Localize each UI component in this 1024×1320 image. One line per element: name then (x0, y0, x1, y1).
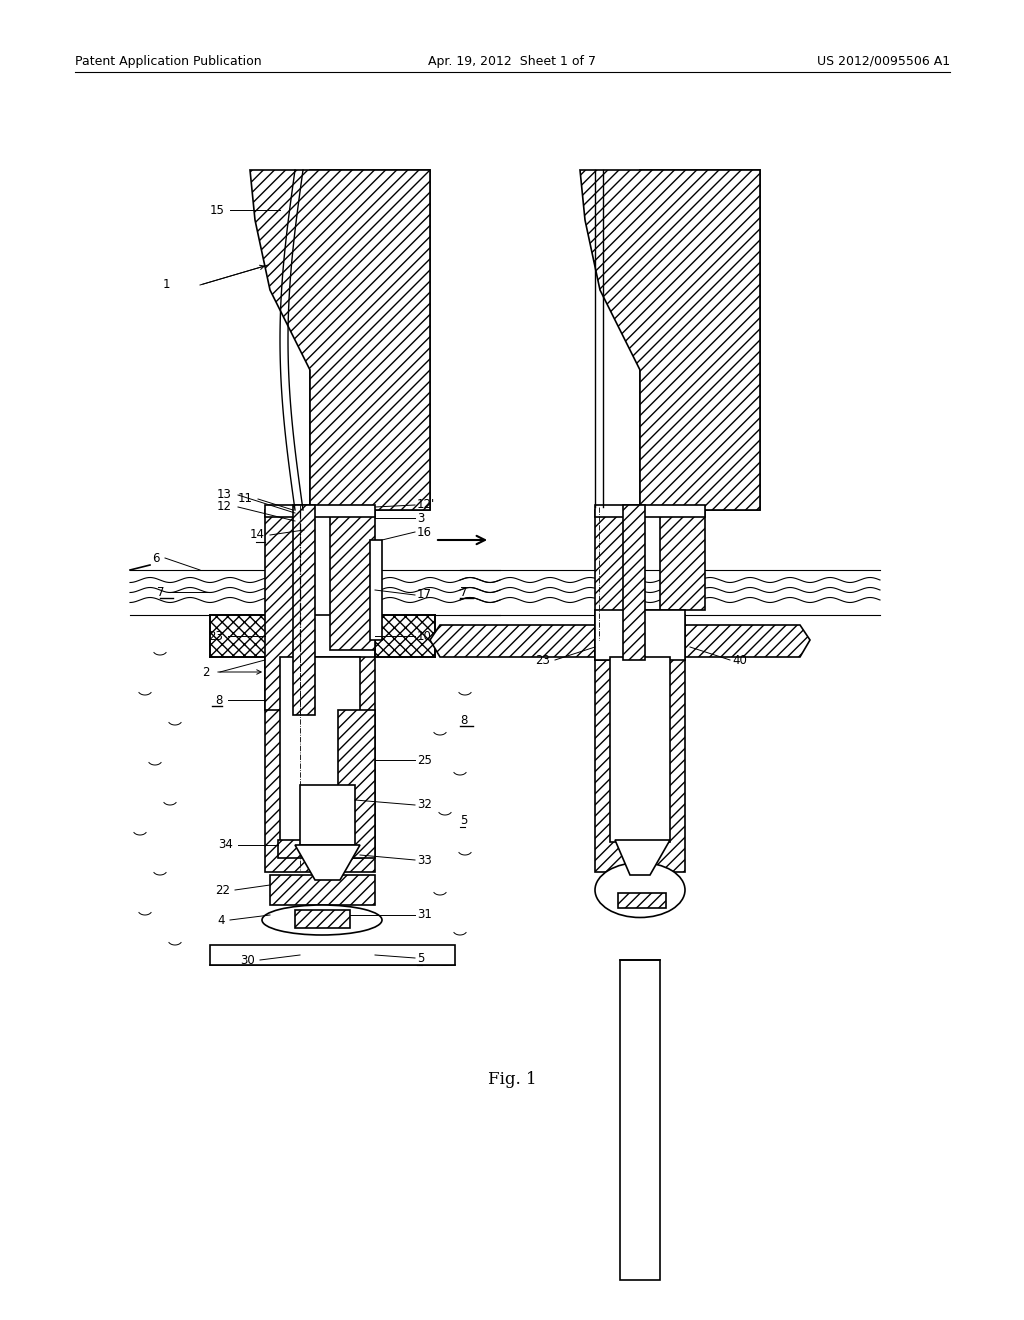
Text: 7: 7 (460, 586, 468, 598)
Polygon shape (635, 615, 810, 657)
Polygon shape (615, 840, 670, 875)
Bar (595, 615, 635, 657)
Bar (610, 657, 670, 842)
Polygon shape (250, 170, 430, 510)
Bar (595, 657, 685, 873)
Text: US 2012/0095506 A1: US 2012/0095506 A1 (817, 55, 950, 69)
Bar (338, 710, 375, 858)
Bar (640, 170, 760, 510)
Text: 5: 5 (417, 952, 424, 965)
Bar (623, 506, 645, 660)
Text: 33: 33 (417, 854, 432, 866)
Text: 22: 22 (215, 883, 230, 896)
Text: Apr. 19, 2012  Sheet 1 of 7: Apr. 19, 2012 Sheet 1 of 7 (428, 55, 596, 69)
Text: 14: 14 (250, 528, 265, 541)
Text: 8: 8 (460, 714, 467, 726)
Text: 13: 13 (217, 488, 232, 502)
Bar (330, 510, 375, 649)
Polygon shape (580, 170, 760, 510)
Text: 17: 17 (417, 589, 432, 602)
Bar (300, 785, 355, 845)
Text: 12: 12 (217, 500, 232, 513)
Bar (265, 510, 307, 710)
Text: 32: 32 (417, 799, 432, 812)
Polygon shape (295, 845, 360, 880)
Bar (595, 506, 705, 517)
Ellipse shape (262, 906, 382, 935)
Text: 7: 7 (158, 586, 165, 598)
Text: 30: 30 (241, 953, 255, 966)
Bar (295, 909, 350, 928)
Bar (618, 894, 666, 908)
Bar (595, 610, 685, 660)
Text: 5: 5 (460, 813, 467, 826)
Ellipse shape (595, 862, 685, 917)
Bar (375, 615, 435, 657)
Text: 4: 4 (217, 913, 225, 927)
Text: 15: 15 (210, 203, 225, 216)
Text: 6: 6 (153, 552, 160, 565)
Text: 31: 31 (417, 908, 432, 921)
Bar (270, 875, 375, 906)
Bar (293, 506, 315, 715)
Bar (660, 510, 705, 610)
Text: 23: 23 (536, 653, 550, 667)
Bar (280, 657, 360, 842)
Text: Patent Application Publication: Patent Application Publication (75, 55, 261, 69)
Bar (265, 657, 375, 873)
Bar (310, 170, 430, 510)
Bar (210, 615, 270, 657)
Text: 3: 3 (417, 511, 424, 524)
Text: 40: 40 (732, 653, 746, 667)
Polygon shape (430, 615, 595, 657)
Bar (370, 540, 382, 640)
Text: 1: 1 (163, 279, 170, 292)
Text: Fig. 1: Fig. 1 (487, 1072, 537, 1089)
Text: 34: 34 (218, 838, 233, 851)
Text: 2: 2 (203, 665, 210, 678)
Bar (620, 960, 660, 1280)
Text: 11: 11 (238, 492, 253, 506)
Text: 16: 16 (417, 525, 432, 539)
Text: 12': 12' (417, 499, 435, 511)
Bar (265, 506, 375, 517)
Text: 8: 8 (216, 693, 223, 706)
Text: 10: 10 (417, 630, 432, 643)
Bar (635, 615, 685, 657)
Text: 25: 25 (417, 754, 432, 767)
Bar (595, 510, 637, 660)
Bar (278, 840, 362, 858)
Bar (210, 945, 455, 965)
Text: 23: 23 (208, 630, 223, 643)
